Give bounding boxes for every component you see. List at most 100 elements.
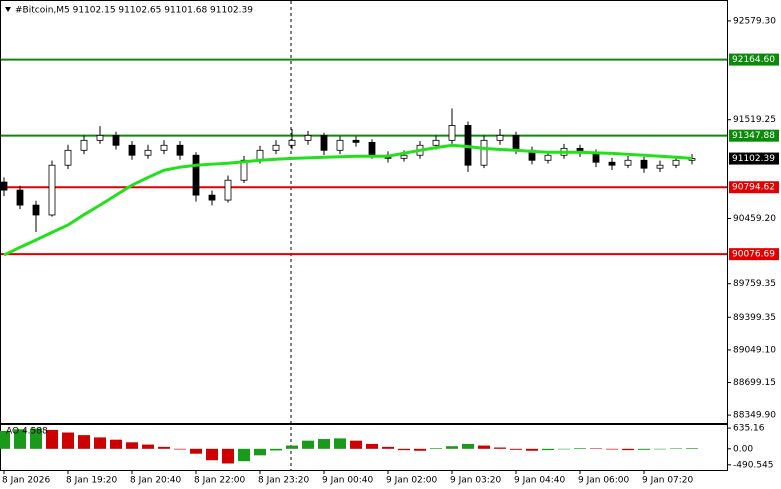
candle-body	[400, 154, 408, 159]
ao-bar	[590, 448, 602, 449]
x-tick-label: 9 Jan 02:00	[386, 476, 438, 486]
candle-body	[128, 144, 136, 156]
level-label: 90076.69	[732, 250, 775, 260]
ao-bar	[30, 428, 42, 449]
ao-bar	[542, 448, 554, 451]
candle-body	[608, 161, 616, 166]
candle-body	[672, 159, 680, 166]
ao-bar	[46, 429, 58, 449]
candle-body	[656, 164, 664, 169]
candle-body	[320, 134, 328, 151]
candle-body	[368, 141, 376, 156]
ao-bar	[670, 448, 682, 449]
candle-body	[336, 139, 344, 151]
ao-bar	[14, 429, 26, 449]
ao-bar	[174, 448, 186, 450]
candle-body	[352, 139, 360, 143]
ao-bar	[254, 448, 266, 456]
candle-body	[624, 159, 632, 166]
ao-bar	[574, 448, 586, 449]
candle-body	[48, 164, 56, 216]
candle-body	[512, 134, 520, 151]
ao-bar	[126, 442, 138, 449]
candle-body	[80, 139, 88, 151]
ao-bar	[222, 448, 234, 464]
x-tick-label: 9 Jan 03:20	[450, 476, 502, 486]
ao-bar	[286, 445, 298, 449]
ao-bar	[142, 444, 154, 449]
level-tag	[729, 248, 779, 261]
ao-bar	[334, 438, 346, 449]
candle-body	[160, 144, 168, 151]
candle-body	[64, 149, 72, 166]
x-tick-label: 9 Jan 07:20	[642, 476, 694, 486]
ao-bar	[110, 439, 122, 449]
candle-body	[32, 204, 40, 216]
ao-bar	[94, 437, 106, 449]
candle-body	[432, 139, 440, 146]
candle-body	[144, 149, 152, 156]
ao-bar	[430, 448, 442, 449]
ao-bar	[382, 446, 394, 449]
candle-body	[304, 134, 312, 141]
candle-body	[288, 139, 296, 146]
x-tick-label: 8 Jan 22:00	[194, 476, 246, 486]
menu-arrow[interactable]	[5, 7, 11, 12]
ao-bar	[558, 448, 570, 450]
y-tick-label: 90459.20	[733, 214, 776, 224]
y-tick-label: 88349.90	[733, 411, 776, 421]
ao-bar	[302, 440, 314, 449]
ao-bar	[446, 446, 458, 449]
ao-bar	[190, 448, 202, 454]
y-tick-label: 89399.35	[733, 313, 776, 323]
ao-bar	[686, 448, 698, 449]
candle-body	[208, 194, 216, 201]
level-label: 90794.62	[732, 183, 775, 193]
candle-body	[480, 139, 488, 166]
indicator-panel	[0, 424, 728, 471]
chart-title: #Bitcoin,M5 91102.15 91102.65 91101.68 9…	[15, 6, 253, 16]
ao-bar	[62, 432, 74, 449]
ao-bar	[526, 448, 538, 451]
candle-body	[448, 125, 456, 141]
ao-bar	[462, 443, 474, 449]
moving-average	[3, 143, 693, 257]
price-label: 91102.39	[732, 154, 775, 164]
candle-body	[16, 189, 24, 206]
ao-bar	[510, 448, 522, 450]
ao-bar	[78, 435, 90, 449]
y-tick-label: 89759.35	[733, 279, 776, 289]
ao-bar	[318, 439, 330, 449]
level-tag	[729, 53, 779, 66]
ao-bar	[270, 448, 282, 451]
ao-bar	[350, 440, 362, 449]
ao-bar	[238, 448, 250, 462]
level-label: 92164.60	[732, 55, 775, 65]
indicator-tick-label: 0.00	[733, 444, 753, 454]
ao-bar	[622, 448, 634, 451]
ao-bar	[654, 448, 666, 450]
price-tag	[729, 152, 779, 165]
candle-body	[176, 144, 184, 156]
ao-bar	[0, 430, 10, 449]
candle-body	[496, 134, 504, 141]
ao-bar	[158, 446, 170, 449]
x-tick-label: 9 Jan 04:40	[514, 476, 566, 486]
indicator-label: AO 4.588	[6, 427, 48, 437]
ao-bar	[638, 448, 650, 450]
y-tick-label: 92579.30	[733, 16, 776, 26]
ao-bar	[494, 447, 506, 449]
main-panel	[0, 0, 728, 424]
ao-bar	[606, 448, 618, 450]
ao-bar	[478, 445, 490, 449]
candle-body	[0, 181, 8, 191]
candle-body	[224, 179, 232, 201]
x-tick-label: 9 Jan 06:00	[578, 476, 630, 486]
candle-body	[272, 144, 280, 151]
candle-body	[192, 154, 200, 196]
x-tick-label: 8 Jan 19:20	[66, 476, 118, 486]
candle-body	[544, 154, 552, 161]
level-label: 91347.88	[732, 131, 775, 141]
candle-body	[96, 134, 104, 141]
